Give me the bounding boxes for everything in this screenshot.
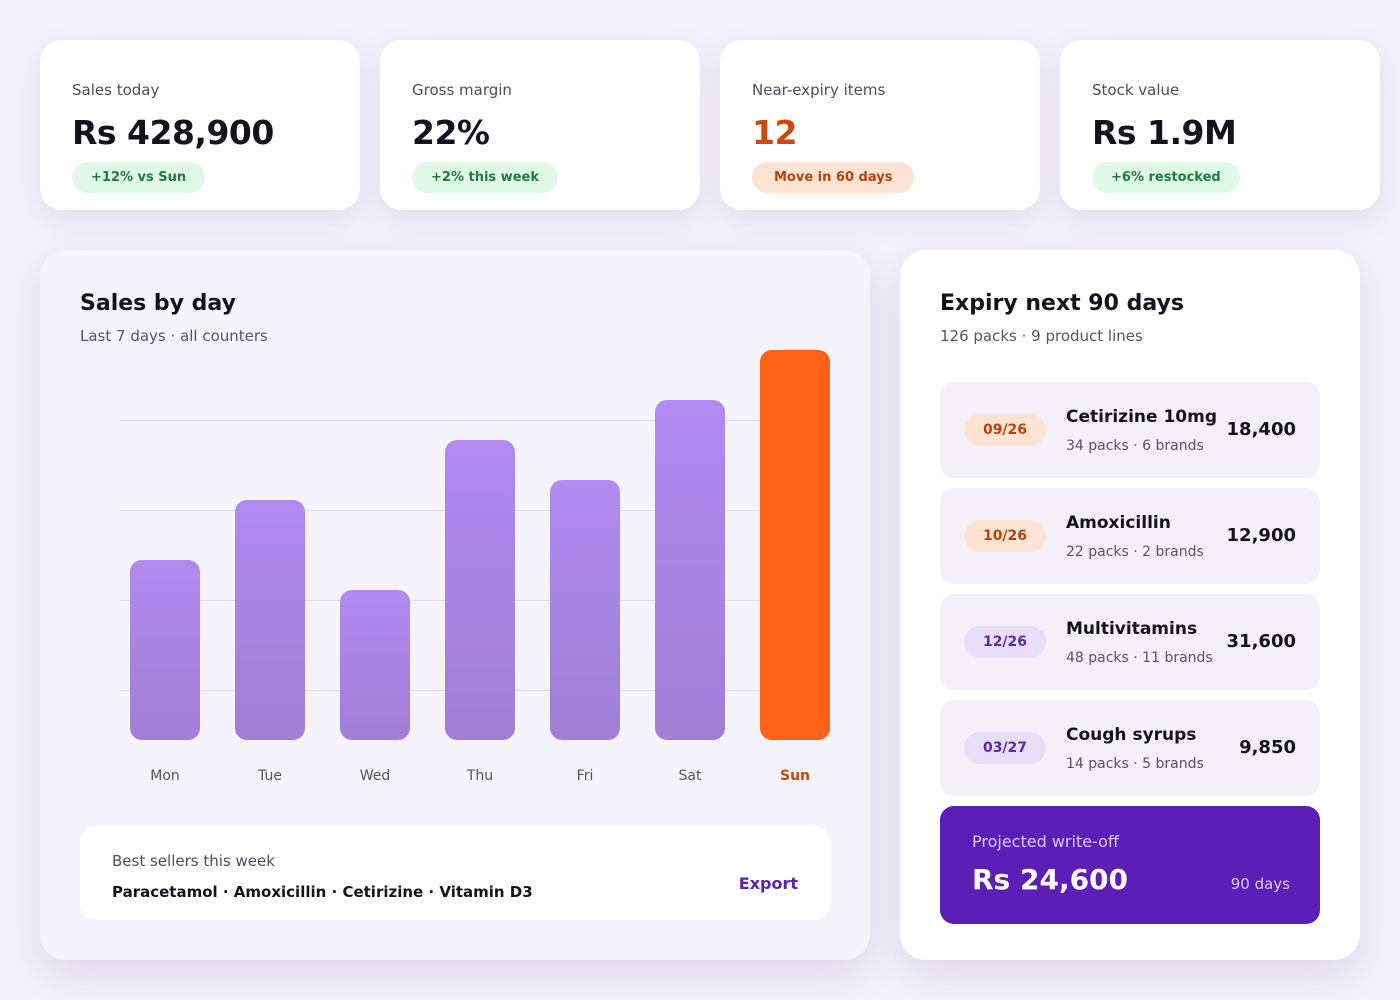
kpi-value: 12 xyxy=(752,113,797,152)
bar-thu xyxy=(445,440,515,740)
kpi-label: Gross margin xyxy=(412,81,512,99)
kpi-badge: +6% restocked xyxy=(1092,162,1240,193)
expiry-date-badge: 03/27 xyxy=(964,732,1046,764)
chart-title: Sales by day xyxy=(80,291,236,316)
expiry-panel: Expiry next 90 days 126 packs · 9 produc… xyxy=(900,250,1360,960)
export-button[interactable]: Export xyxy=(738,874,798,893)
product-amount: 12,900 xyxy=(1226,525,1296,546)
expiry-title: Expiry next 90 days xyxy=(940,291,1184,316)
product-name: Amoxicillin xyxy=(1066,513,1171,533)
kpi-card-near-expiry: Near-expiry items 12 Move in 60 days xyxy=(720,40,1040,210)
x-tick-label: Thu xyxy=(466,768,494,784)
x-tick-label: Mon xyxy=(150,768,180,784)
expiry-item[interactable]: 09/26 Cetirizine 10mg 34 packs · 6 brand… xyxy=(940,382,1320,478)
expiry-subtitle: 126 packs · 9 product lines xyxy=(940,327,1143,345)
expiry-item[interactable]: 12/26 Multivitamins 48 packs · 11 brands… xyxy=(940,594,1320,690)
x-tick-label: Wed xyxy=(359,768,391,784)
kpi-badge: Move in 60 days xyxy=(752,162,915,193)
writeoff-value: Rs 24,600 xyxy=(972,863,1129,896)
writeoff-period: 90 days xyxy=(1230,875,1290,893)
product-name: Cough syrups xyxy=(1066,725,1197,745)
projected-writeoff-card: Projected write-off Rs 24,600 90 days xyxy=(940,806,1320,924)
bar-chart: Mon Tue Wed Thu Fri Sat Sun xyxy=(40,250,870,810)
kpi-value: 22% xyxy=(412,113,490,152)
kpi-card-gross-margin: Gross margin 22% +2% this week xyxy=(380,40,700,210)
expiry-date-badge: 09/26 xyxy=(964,414,1046,446)
bar-sat xyxy=(655,400,725,740)
gridline xyxy=(120,420,830,421)
expiry-item[interactable]: 03/27 Cough syrups 14 packs · 5 brands 9… xyxy=(940,700,1320,796)
bar-mon xyxy=(130,560,200,740)
kpi-label: Near-expiry items xyxy=(752,81,886,99)
product-amount: 9,850 xyxy=(1239,737,1296,758)
product-detail: 22 packs · 2 brands xyxy=(1066,544,1204,560)
x-tick-label: Fri xyxy=(576,768,594,784)
best-sellers-box: Best sellers this week Paracetamol · Amo… xyxy=(80,826,830,920)
bar-sun xyxy=(760,350,830,740)
bar-fri xyxy=(550,480,620,740)
x-tick-label: Sun xyxy=(779,768,811,784)
kpi-card-sales-today: Sales today Rs 428,900 +12% vs Sun xyxy=(40,40,360,210)
bar-tue xyxy=(235,500,305,740)
writeoff-label: Projected write-off xyxy=(972,832,1119,851)
expiry-date-badge: 12/26 xyxy=(964,626,1046,658)
x-tick-label: Tue xyxy=(258,768,282,784)
kpi-label: Stock value xyxy=(1092,81,1180,99)
product-detail: 48 packs · 11 brands xyxy=(1066,650,1213,666)
chart-subtitle: Last 7 days · all counters xyxy=(80,327,268,345)
best-sellers-label: Best sellers this week xyxy=(112,852,275,870)
best-sellers-list: Paracetamol · Amoxicillin · Cetirizine ·… xyxy=(112,883,533,901)
x-tick-label: Sat xyxy=(678,768,702,784)
product-amount: 31,600 xyxy=(1226,631,1296,652)
kpi-value: Rs 428,900 xyxy=(72,113,274,152)
kpi-value: Rs 1.9M xyxy=(1092,113,1237,152)
kpi-card-stock-value: Stock value Rs 1.9M +6% restocked xyxy=(1060,40,1380,210)
kpi-badge: +12% vs Sun xyxy=(72,162,206,193)
expiry-item[interactable]: 10/26 Amoxicillin 22 packs · 2 brands 12… xyxy=(940,488,1320,584)
product-name: Multivitamins xyxy=(1066,619,1198,639)
product-name: Cetirizine 10mg xyxy=(1066,407,1217,427)
product-amount: 18,400 xyxy=(1226,419,1296,440)
expiry-date-badge: 10/26 xyxy=(964,520,1046,552)
bar-wed xyxy=(340,590,410,740)
sales-chart-panel: Sales by day Last 7 days · all counters … xyxy=(40,250,870,960)
kpi-badge: +2% this week xyxy=(412,162,558,193)
product-detail: 34 packs · 6 brands xyxy=(1066,438,1204,454)
product-detail: 14 packs · 5 brands xyxy=(1066,756,1204,772)
kpi-label: Sales today xyxy=(72,81,160,99)
